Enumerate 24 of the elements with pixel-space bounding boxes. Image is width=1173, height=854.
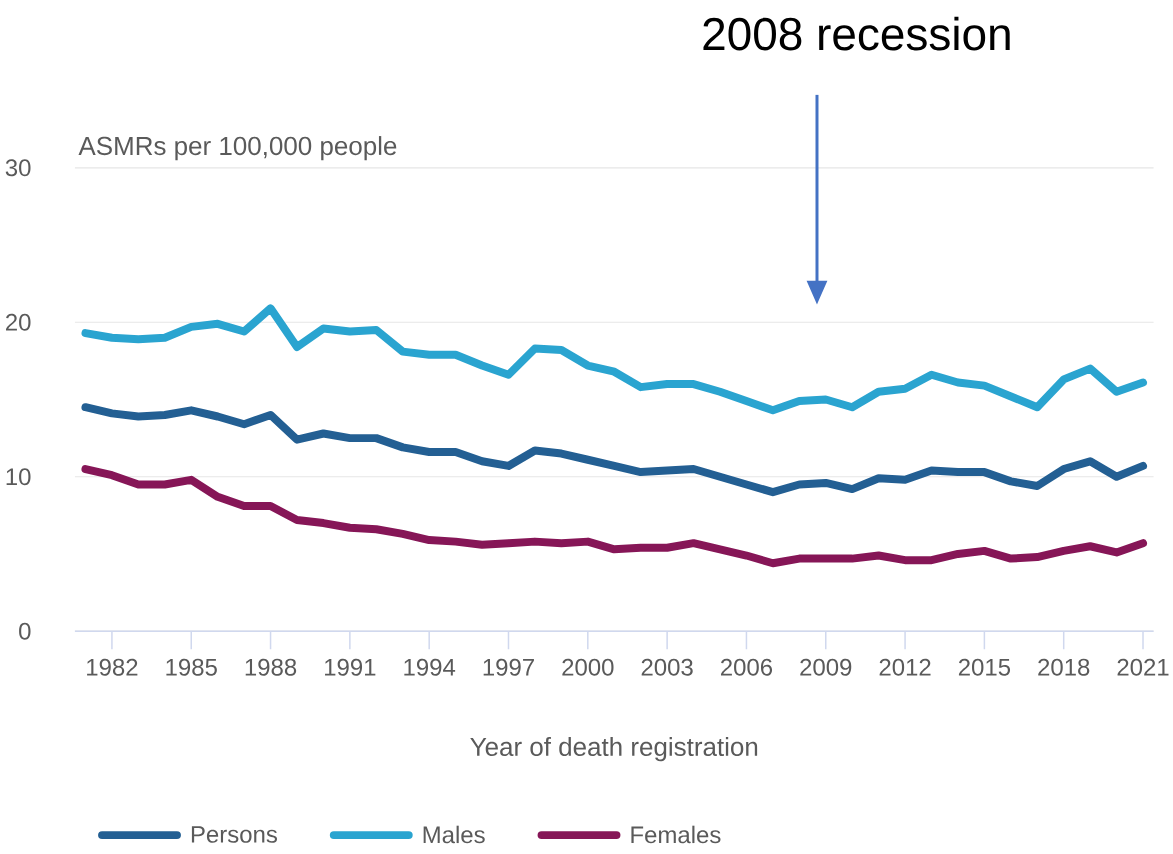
x-tick-label: 2000 xyxy=(562,658,614,676)
x-tick-label: 1988 xyxy=(245,658,297,676)
x-tick-label: 2018 xyxy=(1038,658,1090,676)
legend-label: Persons xyxy=(191,826,277,843)
y-tick-label: 10 xyxy=(6,468,31,486)
x-tick-label: 2009 xyxy=(800,658,852,676)
y-tick-label: 0 xyxy=(19,622,31,640)
legend-label: Females xyxy=(631,825,721,844)
x-tick-label: 2015 xyxy=(958,658,1011,676)
x-tick-label: 2021 xyxy=(1117,658,1169,676)
x-tick-label: 2003 xyxy=(641,658,693,676)
x-tick-label: 1997 xyxy=(483,658,534,676)
legend-label: Males xyxy=(423,825,485,844)
text: 2008 recession xyxy=(703,16,1010,51)
x-tick-label: 1991 xyxy=(325,658,376,676)
x-tick-label: 1985 xyxy=(166,658,217,676)
x-tick-label: 1994 xyxy=(404,658,456,676)
y-axis-title: ASMRs per 100,000 people xyxy=(78,136,397,161)
x-tick-label: 1982 xyxy=(87,658,138,676)
y-tick-label: 20 xyxy=(6,313,31,331)
x-tick-label: 2006 xyxy=(720,658,773,676)
x-tick-label: 2012 xyxy=(879,658,931,676)
y-tick-label: 30 xyxy=(5,159,31,177)
x-axis-title: Year of death registration xyxy=(470,737,758,762)
